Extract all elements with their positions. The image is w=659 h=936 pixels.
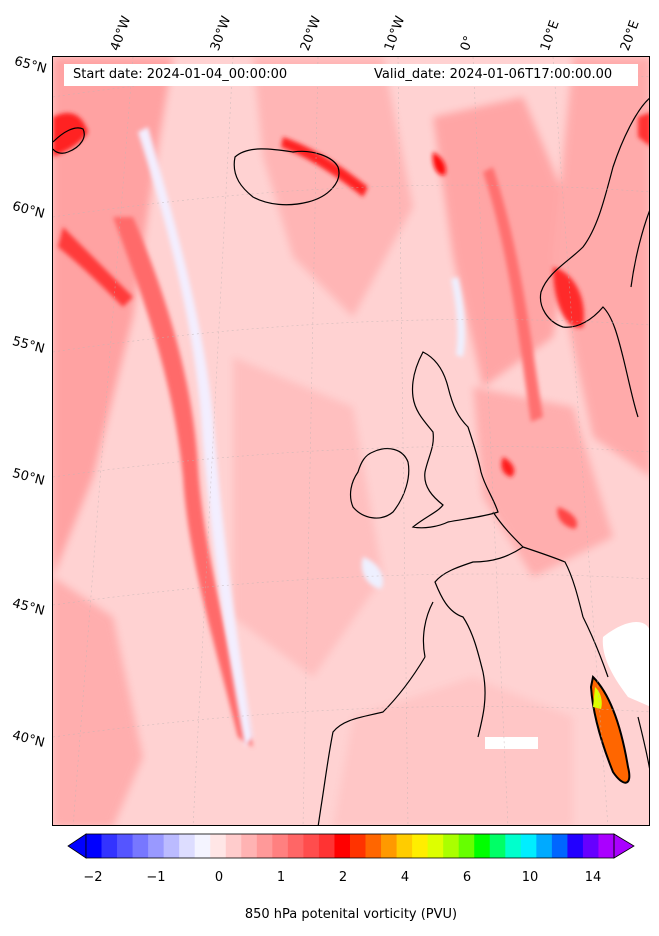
colorbar-tick-14: 14 xyxy=(584,870,602,885)
lon-label-10e: 10°E xyxy=(537,18,563,53)
colorbar-max-arrow xyxy=(613,833,635,859)
lat-label-45n: 45°N xyxy=(10,596,47,619)
colorbar-tick-2: 2 xyxy=(338,870,348,885)
valid-date-label: Valid_date: 2024-01-06T17:00:00.00 xyxy=(374,67,613,82)
colorbar-swatch xyxy=(381,834,397,858)
ireland-coast xyxy=(349,448,410,519)
colorbar-tick-1: 1 xyxy=(276,870,286,885)
colorbar-swatch xyxy=(505,834,522,858)
lon-label-20e: 20°E xyxy=(617,18,643,53)
colorbar-swatch xyxy=(443,834,460,858)
colorbar-swatch xyxy=(427,834,444,858)
colorbar-swatch xyxy=(132,834,149,858)
colorbar-swatch xyxy=(225,834,242,858)
colorbar-tick-6: 6 xyxy=(462,870,472,885)
iceland-coast xyxy=(233,148,340,206)
colorbar-swatch xyxy=(334,834,351,858)
pv-high-streaks xyxy=(53,112,649,747)
lon-label-40w: 40°W xyxy=(107,14,135,53)
lat-label-50n: 50°N xyxy=(10,466,47,489)
britain-coast xyxy=(411,351,499,529)
colorbar-swatch xyxy=(179,834,196,858)
europe-coast xyxy=(422,511,584,738)
header-box xyxy=(64,64,638,86)
start-date-label: Start date: 2024-01-04_00:00:00 xyxy=(73,67,288,82)
lon-label-30w: 30°W xyxy=(207,14,235,53)
colorbar-swatch xyxy=(163,834,180,858)
pv-low-streaks xyxy=(138,127,466,747)
greenland-coast xyxy=(53,127,85,154)
colorbar xyxy=(67,833,635,859)
pv-moderate-zones xyxy=(53,57,649,825)
colorbar-swatch xyxy=(582,834,599,858)
colorbar-tick-m1: −1 xyxy=(146,870,166,885)
colorbar-swatch xyxy=(365,834,382,858)
colorbar-border xyxy=(85,833,615,859)
colorbar-tick-0: 0 xyxy=(214,870,224,885)
colorbar-swatch xyxy=(520,834,537,858)
colorbar-min-arrow xyxy=(67,833,87,859)
colorbar-swatch xyxy=(86,834,102,858)
colorbar-label: 850 hPa potenital vorticity (PVU) xyxy=(244,907,458,922)
lon-label-0: 0° xyxy=(457,33,478,53)
colorbar-tick-10: 10 xyxy=(521,870,539,885)
lat-label-40n: 40°N xyxy=(10,728,47,751)
colorbar-swatch xyxy=(489,834,506,858)
colorbar-tick-4: 4 xyxy=(400,870,410,885)
colorbar-swatch xyxy=(396,834,413,858)
colorbar-swatch xyxy=(194,834,211,858)
lon-label-10w: 10°W xyxy=(381,14,409,53)
lat-label-60n: 60°N xyxy=(10,199,47,222)
scandinavia-coast xyxy=(539,97,649,418)
colorbar-swatch xyxy=(567,834,584,858)
colorbar-swatch xyxy=(474,834,491,858)
colorbar-swatch xyxy=(318,834,335,858)
colorbar-swatch xyxy=(598,834,615,858)
colorbar-swatch xyxy=(458,834,475,858)
colorbar-swatch xyxy=(350,834,366,858)
colorbar-swatch xyxy=(412,834,429,858)
colorbar-swatch xyxy=(551,834,568,858)
pv-mediterranean-feature xyxy=(485,622,649,784)
lon-label-20w: 20°W xyxy=(297,14,325,53)
colorbar-swatch xyxy=(536,834,553,858)
iberia-coast xyxy=(317,656,426,825)
colorbar-swatch xyxy=(117,834,133,858)
colorbar-swatch xyxy=(101,834,118,858)
colorbar-swatch xyxy=(210,834,227,858)
colorbar-swatch xyxy=(303,834,320,858)
colorbar-tick-m2: −2 xyxy=(83,870,103,885)
colorbar-swatch xyxy=(148,834,165,858)
colorbar-swatch xyxy=(256,834,273,858)
pv-field-map xyxy=(53,57,649,825)
colorbar-swatch xyxy=(241,834,258,858)
colorbar-swatch xyxy=(287,834,304,858)
colorbar-swatch xyxy=(272,834,289,858)
lat-label-55n: 55°N xyxy=(10,334,47,357)
coastlines xyxy=(53,97,649,825)
italy-coast xyxy=(582,616,649,769)
lat-label-65n: 65°N xyxy=(12,54,49,77)
map-panel xyxy=(52,56,650,826)
